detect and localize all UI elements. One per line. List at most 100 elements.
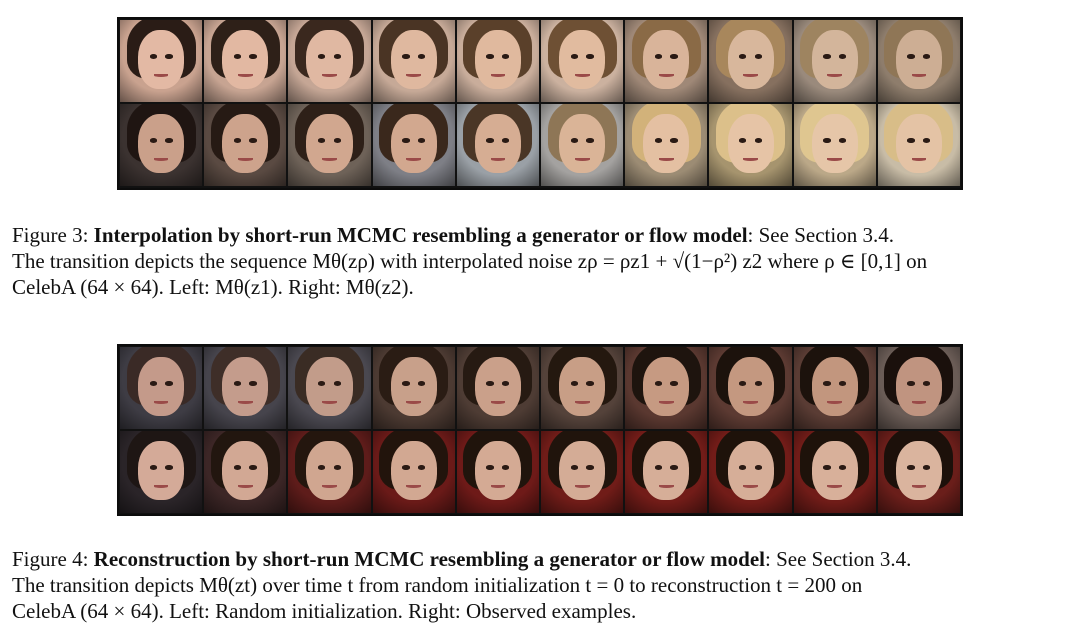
face-shape (474, 29, 521, 89)
right-eye (249, 465, 257, 470)
face-shape (390, 440, 437, 500)
right-eye (417, 465, 426, 470)
left-eye (149, 381, 157, 386)
right-eye (249, 54, 257, 59)
figure-3-caption: Figure 3: Interpolation by short-run MCM… (12, 222, 1068, 300)
face-image-tile (877, 431, 961, 513)
left-eye (402, 465, 410, 470)
face-image-tile (372, 20, 455, 102)
mouth (153, 74, 169, 78)
face-shape (559, 29, 606, 89)
left-eye (233, 381, 242, 386)
face-shape (222, 29, 269, 89)
left-eye (654, 465, 663, 470)
mouth (658, 74, 674, 78)
figure-4-title: Reconstruction by short-run MCMC resembl… (93, 547, 766, 571)
mouth (911, 401, 927, 405)
face-shape (138, 29, 185, 89)
face-image-tile (625, 347, 708, 429)
mouth (911, 485, 927, 489)
face-shape (727, 113, 774, 173)
right-eye (586, 138, 594, 143)
mouth (574, 401, 590, 405)
mouth (574, 74, 590, 78)
left-eye (654, 54, 663, 59)
right-eye (165, 381, 173, 386)
mouth (743, 401, 758, 405)
left-eye (317, 54, 326, 59)
left-eye (317, 381, 326, 386)
right-eye (417, 54, 426, 59)
figure-4-row-1 (119, 346, 961, 430)
right-eye (923, 138, 931, 143)
mouth (490, 401, 506, 405)
mouth (237, 401, 253, 405)
face-shape (222, 113, 269, 173)
face-image-tile (120, 104, 203, 186)
face-shape (390, 29, 437, 89)
face-image-tile (709, 431, 792, 513)
left-eye (317, 138, 326, 143)
face-image-tile (372, 347, 455, 429)
right-eye (417, 381, 426, 386)
figure-3-row-1 (119, 19, 961, 103)
face-image-tile (877, 104, 961, 186)
face-image-tile (288, 20, 371, 102)
figure-4-caption-line-3: CelebA (64 × 64). Left: Random initializ… (12, 599, 637, 623)
face-image-tile (456, 20, 540, 102)
face-image-tile (709, 104, 792, 186)
face-shape (222, 440, 269, 500)
right-eye (165, 465, 173, 470)
face-image-tile (372, 104, 455, 186)
left-eye (317, 465, 326, 470)
face-image-tile (204, 104, 287, 186)
left-eye (823, 465, 831, 470)
right-eye (838, 54, 847, 59)
right-eye (165, 138, 173, 143)
right-eye (586, 381, 594, 386)
face-shape (643, 113, 690, 173)
face-image-tile (288, 104, 371, 186)
face-shape (811, 29, 858, 89)
face-shape (138, 113, 185, 173)
left-eye (907, 54, 915, 59)
left-eye (233, 138, 242, 143)
figure-3-image-grid (117, 17, 963, 190)
face-shape (895, 113, 942, 173)
right-eye (502, 381, 510, 386)
figure-3-section-ref: : See Section 3.4. (747, 223, 894, 247)
right-eye (333, 465, 341, 470)
figure-3-title: Interpolation by short-run MCMC resembli… (93, 223, 748, 247)
left-eye (149, 138, 157, 143)
right-eye (754, 138, 763, 143)
left-eye (402, 138, 410, 143)
left-eye (907, 138, 915, 143)
face-shape (895, 356, 942, 416)
mouth (743, 158, 758, 162)
right-eye (923, 465, 931, 470)
mouth (490, 485, 506, 489)
figure-4-image-grid (117, 344, 963, 516)
face-shape (474, 440, 521, 500)
mouth (237, 158, 253, 162)
left-eye (233, 465, 242, 470)
face-shape (643, 356, 690, 416)
face-shape (222, 356, 269, 416)
face-image-tile (288, 347, 371, 429)
face-shape (811, 113, 858, 173)
face-image-tile (288, 431, 371, 513)
face-shape (138, 356, 185, 416)
right-eye (838, 381, 847, 386)
mouth (574, 158, 590, 162)
mouth (827, 401, 843, 405)
face-image-tile (120, 20, 203, 102)
mouth (911, 158, 927, 162)
face-image-tile (541, 104, 624, 186)
left-eye (570, 54, 578, 59)
mouth (743, 485, 758, 489)
left-eye (486, 138, 494, 143)
mouth (490, 158, 506, 162)
figure-3-caption-line-2: The transition depicts the sequence Mθ(z… (12, 249, 928, 273)
face-shape (390, 113, 437, 173)
mouth (911, 74, 927, 78)
